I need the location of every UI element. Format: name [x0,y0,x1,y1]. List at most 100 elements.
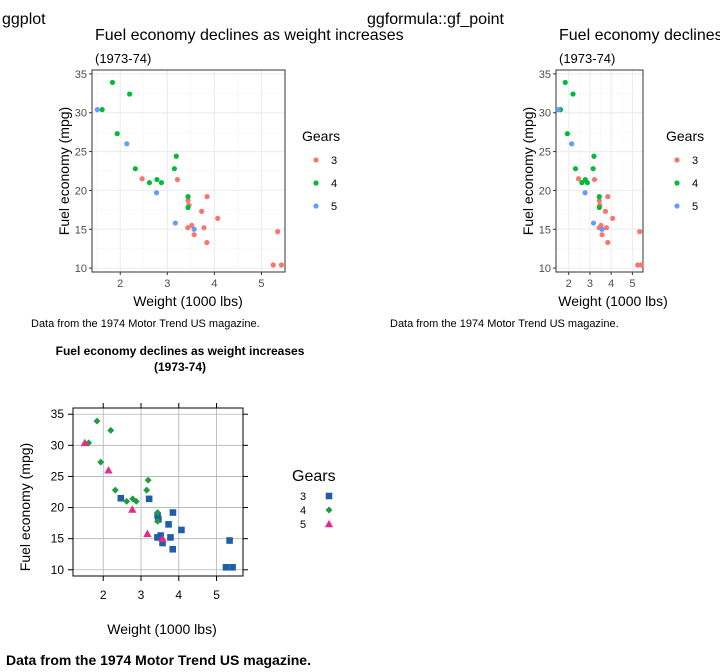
legend-label: 4 [331,178,337,190]
data-point-gear-3 [189,222,195,228]
plot-grid [73,408,243,576]
data-point-gear-3 [222,563,230,571]
y-tick-labels: 10 15 20 25 30 35 [51,407,248,577]
data-point-gear-5 [599,226,605,232]
x-axis-label: Weight (1000 lbs) [133,293,242,309]
y-tick-label: 15 [75,224,87,236]
y-tick-label: 15 [51,532,65,546]
legend-key-gear-4 [325,506,333,514]
data-point-gear-3 [226,537,233,544]
data-point-gear-5 [128,505,137,513]
data-point-gear-4 [143,486,151,494]
data-point-gear-3 [174,176,181,183]
x-axis-label: Weight (1000 lbs) [558,293,667,309]
data-point-gear-4 [132,497,140,505]
legend: 3 4 5 [300,491,334,531]
x-tick-label: 2 [100,588,107,602]
legend-key-gear-3 [325,492,333,500]
data-point-gear-5 [172,220,178,226]
x-tick-label: 5 [258,278,264,290]
legend-key-gear-3 [313,157,319,163]
data-point-gear-4 [144,476,152,484]
ggplot-panel-label: ggplot [2,11,46,28]
y-tick-label: 10 [51,563,65,577]
legend-key-gear-3 [674,157,680,163]
chart-caption: Data from the 1974 Motor Trend US magazi… [6,652,311,668]
data-point-gear-3 [159,539,166,547]
data-point-gear-3 [637,229,643,235]
x-tick-label: 2 [117,278,123,290]
legend: 3 4 5 [313,155,337,213]
plot-border [91,69,286,273]
chart-title: Fuel economy declines as weight increase… [559,27,720,44]
data-point-gear-5 [590,220,597,226]
data-point-gear-5 [94,107,100,113]
y-tick-label: 35 [51,407,65,421]
data-point-gear-3 [185,225,191,231]
data-point-gear-4 [85,439,93,447]
y-tick-label: 20 [51,501,65,515]
legend-label: 5 [331,201,337,213]
legend-label: 4 [300,505,306,517]
y-axis-label: Fuel economy (mpg) [520,107,536,235]
legend-key-gear-5 [674,203,680,209]
y-tick-label: 10 [539,263,551,275]
chart-title: Fuel economy declines as weight increase… [56,344,305,358]
plot-grid [556,70,643,272]
data-point-gear-4 [185,194,191,200]
data-point-gear-3 [201,225,207,231]
data-point-gear-3 [154,534,161,541]
gf-point-panel-label: ggformula::gf_point [367,11,505,28]
data-point-gear-5 [143,529,152,537]
chart-title: Fuel economy declines as weight increase… [95,27,404,44]
data-point-gear-5 [80,438,89,447]
y-tick-label: 30 [51,438,65,452]
data-point-gear-3 [605,239,611,246]
data-point-gear-3 [575,176,582,182]
data-point-gear-3 [270,262,276,268]
y-tick-label: 30 [539,108,551,120]
data-point-gear-5 [124,141,130,147]
plot-grid [92,70,285,272]
data-point-gear-3 [275,229,281,235]
data-point-gear-3 [191,232,197,238]
y-tick-label: 35 [75,69,87,81]
y-tick-label: 20 [75,185,87,197]
data-point-gear-5 [153,190,160,196]
legend-label: 4 [692,178,698,190]
data-point-gear-4 [129,495,137,503]
x-tick-label: 5 [213,588,220,602]
data-point-gear-4 [591,153,597,159]
data-point-gear-4 [562,79,568,86]
plot-border [555,69,644,273]
data-point-gear-3 [139,176,145,182]
data-point-gear-4 [590,166,596,172]
data-point-gear-4 [154,517,162,525]
data-point-gear-5 [555,107,561,113]
x-tick-label: 4 [211,278,217,290]
data-point-gear-4 [185,204,191,211]
data-point-gear-4 [572,166,579,172]
data-point-gear-4 [123,497,131,505]
data-point-gear-3 [117,494,125,502]
y-tick-labels: 10 15 20 25 30 35 [75,69,92,275]
data-point-gear-5 [191,226,197,232]
legend-key-gear-4 [674,180,680,186]
ggplot-panel: ggplot Fuel economy declines as weight i… [2,11,404,330]
data-point-gear-4 [132,166,138,172]
data-point-gear-3 [167,534,174,541]
data-point-gear-4 [579,180,585,186]
chart-caption: Data from the 1974 Motor Trend US magazi… [31,318,260,330]
data-point-gear-3 [169,509,177,516]
data-point-gear-4 [564,131,570,137]
data-point-gear-5 [158,534,167,542]
x-tick-label: 5 [629,278,635,290]
data-points [80,417,236,571]
legend: 3 4 5 [674,155,698,213]
data-point-gear-5 [582,190,588,196]
y-tick-label: 15 [539,224,551,236]
y-axis-label: Fuel economy (mpg) [17,443,33,571]
data-point-gear-3 [165,521,172,528]
data-point-gear-4 [99,107,105,113]
